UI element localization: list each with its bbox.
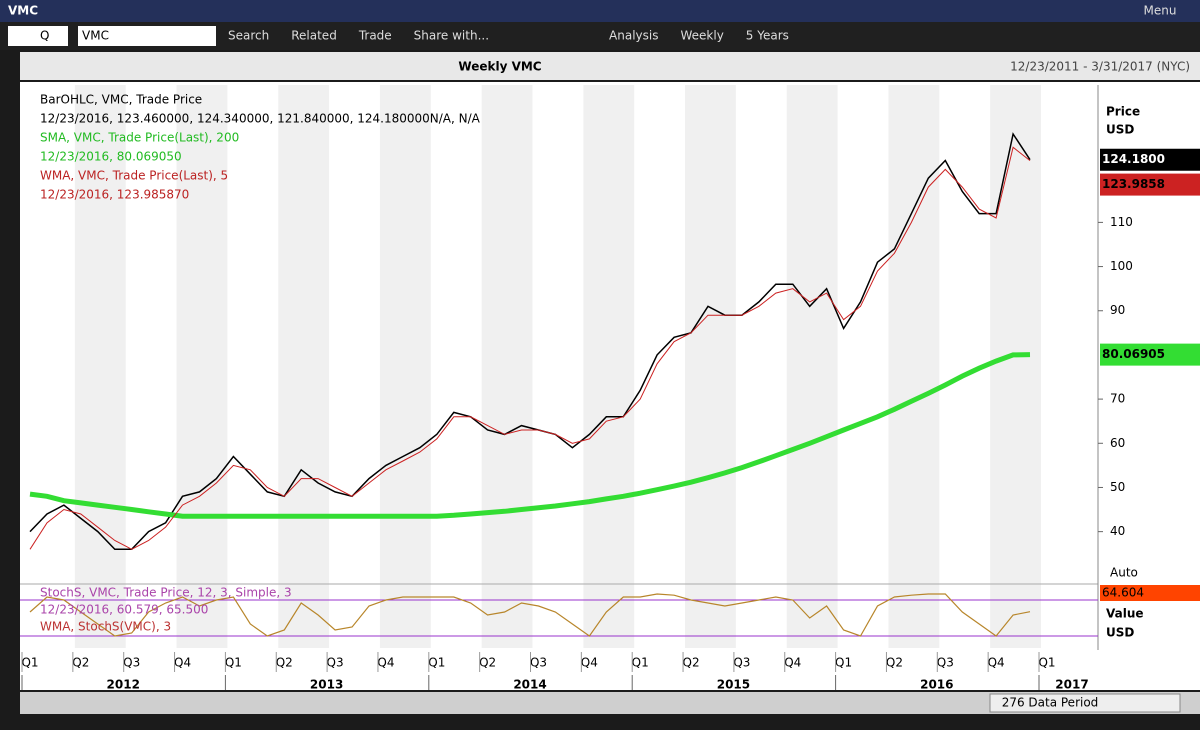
x-tick-label: Q2 bbox=[276, 656, 293, 670]
y-tick-label: 40 bbox=[1110, 524, 1125, 538]
x-tick-label: Q1 bbox=[428, 656, 445, 670]
legend-entry: SMA, VMC, Trade Price(Last), 200 bbox=[40, 131, 239, 145]
x-tick-label: Q2 bbox=[72, 656, 89, 670]
quarter-band bbox=[685, 85, 736, 648]
security-type: Q bbox=[40, 29, 49, 43]
stoch-line bbox=[29, 593, 1031, 637]
legend-entry: BarOHLC, VMC, Trade Price bbox=[40, 93, 202, 107]
y-tick-label: 90 bbox=[1110, 303, 1125, 317]
scrollbar[interactable] bbox=[20, 692, 1200, 714]
x-tick-label: Q4 bbox=[377, 656, 394, 670]
quarter-band bbox=[583, 85, 635, 648]
stoch-axis-title: Value bbox=[1106, 607, 1144, 621]
quarter-band bbox=[74, 85, 126, 648]
y-axis-title: Price bbox=[1106, 105, 1140, 119]
chart-title: Weekly VMC bbox=[458, 60, 541, 74]
toolbar-button[interactable]: Analysis bbox=[609, 29, 658, 43]
x-tick-label: Q3 bbox=[530, 656, 547, 670]
stoch-axis-title: USD bbox=[1106, 626, 1134, 640]
menu-button[interactable]: Menu bbox=[1144, 4, 1177, 18]
x-tick-label: Q2 bbox=[479, 656, 496, 670]
x-tick-label: Q4 bbox=[581, 656, 598, 670]
quarter-band bbox=[379, 85, 431, 648]
chart-header bbox=[20, 52, 1200, 80]
x-tick-label: Q4 bbox=[784, 656, 801, 670]
value-tag: 124.1800 bbox=[1102, 152, 1165, 166]
quarter-band bbox=[481, 85, 533, 648]
x-tick-label: Q3 bbox=[123, 656, 140, 670]
quarter-band bbox=[990, 85, 1041, 648]
x-tick-label: Q1 bbox=[21, 656, 38, 670]
toolbar-button[interactable]: Trade bbox=[358, 29, 392, 43]
value-tag-bg bbox=[1100, 343, 1200, 366]
x-tick-label: Q3 bbox=[733, 656, 750, 670]
toolbar-button[interactable]: Weekly bbox=[680, 29, 723, 43]
x-tick-label: Q3 bbox=[327, 656, 344, 670]
quarter-band bbox=[786, 85, 838, 648]
x-tick-label: Q2 bbox=[886, 656, 903, 670]
value-tag-bg bbox=[1100, 173, 1200, 196]
year-label: 2014 bbox=[513, 678, 546, 692]
x-tick-label: Q1 bbox=[1038, 656, 1055, 670]
x-tick-label: Q1 bbox=[225, 656, 242, 670]
data-period: 276 Data Period bbox=[1002, 696, 1099, 710]
stoch-tag-bg bbox=[1100, 585, 1200, 601]
price-line bbox=[29, 352, 1031, 519]
quarter-band bbox=[888, 85, 940, 648]
y-tick-label: 50 bbox=[1110, 480, 1125, 494]
window-title: VMC bbox=[8, 4, 38, 18]
date-range: 12/23/2011 - 3/31/2017 (NYC) bbox=[1010, 60, 1190, 74]
legend-entry: WMA, VMC, Trade Price(Last), 5 bbox=[40, 169, 228, 183]
legend-entry: 12/23/2016, 80.069050 bbox=[40, 150, 182, 164]
value-tag: 123.9858 bbox=[1102, 177, 1165, 191]
y-axis-title: USD bbox=[1106, 123, 1134, 137]
ticker: VMC bbox=[82, 29, 109, 43]
year-label: 2017 bbox=[1055, 678, 1088, 692]
stoch-legend: 12/23/2016, 60.579, 65.500 bbox=[40, 603, 208, 617]
title-bar bbox=[0, 0, 1200, 22]
y-tick-label: 60 bbox=[1110, 436, 1125, 450]
value-tag-bg bbox=[1100, 148, 1200, 171]
quarter-band bbox=[176, 85, 228, 648]
ticker-input[interactable] bbox=[78, 26, 216, 46]
toolbar-button[interactable]: Related bbox=[291, 29, 337, 43]
x-tick-label: Q3 bbox=[937, 656, 954, 670]
year-label: 2013 bbox=[310, 678, 343, 692]
stoch-legend: WMA, StochS(VMC), 3 bbox=[40, 620, 171, 634]
legend-entry: 12/23/2016, 123.460000, 124.340000, 121.… bbox=[40, 112, 481, 126]
year-label: 2015 bbox=[717, 678, 750, 692]
auto-label: Auto bbox=[1110, 566, 1138, 580]
x-tick-label: Q2 bbox=[683, 656, 700, 670]
toolbar-button[interactable]: 5 Years bbox=[746, 29, 789, 43]
year-label: 2016 bbox=[920, 678, 953, 692]
quarter-band bbox=[278, 85, 330, 648]
price-line bbox=[29, 132, 1031, 551]
scroll-thumb[interactable] bbox=[989, 693, 1181, 713]
x-tick-label: Q4 bbox=[174, 656, 191, 670]
security-type-input[interactable] bbox=[8, 26, 68, 46]
y-tick-label: 70 bbox=[1110, 392, 1125, 406]
x-tick-label: Q1 bbox=[835, 656, 852, 670]
year-label: 2012 bbox=[107, 678, 140, 692]
y-tick-label: 100 bbox=[1110, 259, 1133, 273]
x-tick-label: Q1 bbox=[632, 656, 649, 670]
toolbar-button[interactable]: Search bbox=[228, 29, 269, 43]
legend-entry: 12/23/2016, 123.985870 bbox=[40, 188, 189, 202]
x-tick-label: Q4 bbox=[988, 656, 1005, 670]
stoch-legend: StochS, VMC, Trade Price, 12, 3, Simple,… bbox=[40, 586, 292, 600]
value-tag: 80.06905 bbox=[1102, 347, 1165, 361]
toolbar-button[interactable]: Share with... bbox=[414, 29, 489, 43]
price-line bbox=[29, 146, 1031, 550]
stoch-tag: 64.604 bbox=[1102, 586, 1144, 600]
y-tick-label: 110 bbox=[1110, 215, 1133, 229]
